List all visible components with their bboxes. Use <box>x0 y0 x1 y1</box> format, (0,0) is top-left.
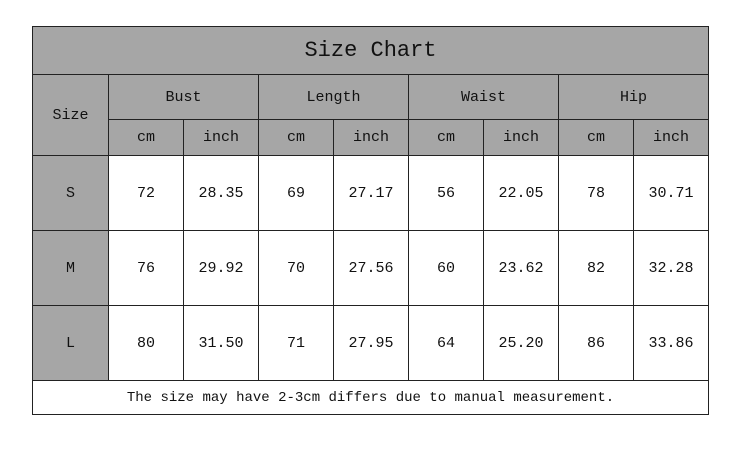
size-label: L <box>32 305 109 381</box>
table-row: M 76 29.92 70 27.56 60 23.62 82 32.28 <box>32 230 709 306</box>
unit-header: cm <box>108 119 184 156</box>
measurement-cell: 69 <box>258 155 334 231</box>
measurement-cell: 25.20 <box>483 305 559 381</box>
unit-header: cm <box>408 119 484 156</box>
group-header-length: Length <box>258 74 409 120</box>
measurement-cell: 27.56 <box>333 230 409 306</box>
measurement-cell: 80 <box>108 305 184 381</box>
unit-header: inch <box>483 119 559 156</box>
measurement-cell: 60 <box>408 230 484 306</box>
group-header-waist: Waist <box>408 74 559 120</box>
unit-header: inch <box>183 119 259 156</box>
chart-title: Size Chart <box>32 26 709 75</box>
measurement-cell: 70 <box>258 230 334 306</box>
measurement-cell: 82 <box>558 230 634 306</box>
measurement-cell: 27.17 <box>333 155 409 231</box>
measurement-cell: 32.28 <box>633 230 709 306</box>
measurement-note: The size may have 2-3cm differs due to m… <box>32 380 709 415</box>
measurement-cell: 64 <box>408 305 484 381</box>
measurement-cell: 86 <box>558 305 634 381</box>
measurement-cell: 71 <box>258 305 334 381</box>
measurement-cell: 56 <box>408 155 484 231</box>
group-header-hip: Hip <box>558 74 709 120</box>
measurement-cell: 28.35 <box>183 155 259 231</box>
measurement-cell: 76 <box>108 230 184 306</box>
measurement-cell: 72 <box>108 155 184 231</box>
measurement-cell: 29.92 <box>183 230 259 306</box>
unit-header: cm <box>258 119 334 156</box>
measurement-cell: 27.95 <box>333 305 409 381</box>
size-label: S <box>32 155 109 231</box>
size-header: Size <box>32 74 109 156</box>
table-row: L 80 31.50 71 27.95 64 25.20 86 33.86 <box>32 305 709 381</box>
measurement-cell: 31.50 <box>183 305 259 381</box>
measurement-cell: 23.62 <box>483 230 559 306</box>
size-chart-table: Size Chart Size Bust Length Waist Hip cm inc… <box>32 26 709 415</box>
size-label: M <box>32 230 109 306</box>
measurement-cell: 22.05 <box>483 155 559 231</box>
unit-header: inch <box>633 119 709 156</box>
table-row: S 72 28.35 69 27.17 56 22.05 78 30.71 <box>32 155 709 231</box>
measurement-cell: 33.86 <box>633 305 709 381</box>
measurement-cell: 78 <box>558 155 634 231</box>
unit-header: cm <box>558 119 634 156</box>
group-header-bust: Bust <box>108 74 259 120</box>
measurement-cell: 30.71 <box>633 155 709 231</box>
unit-header: inch <box>333 119 409 156</box>
